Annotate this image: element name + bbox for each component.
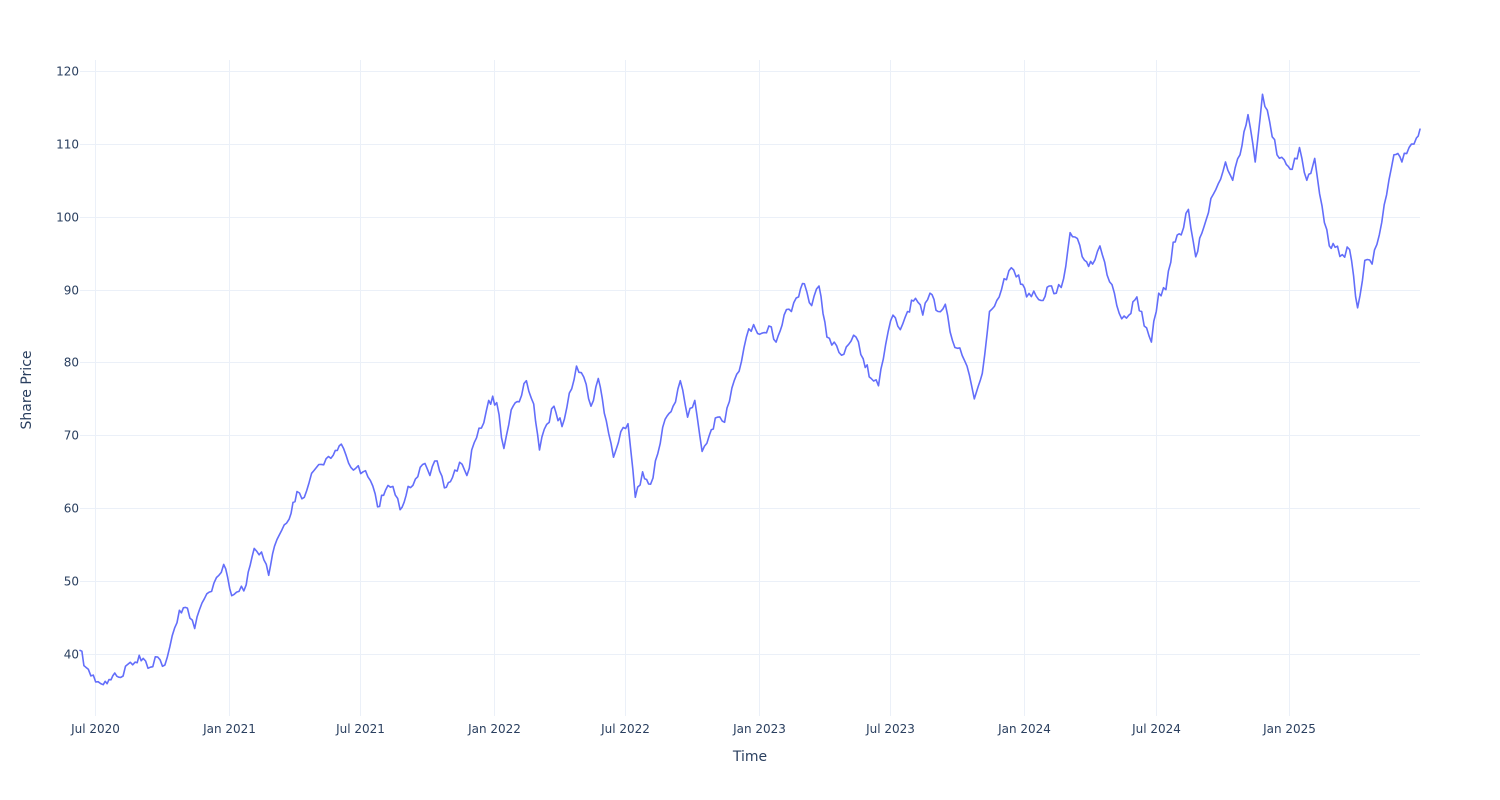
x-axis-title: Time — [732, 749, 767, 765]
plot-area — [79, 93, 1421, 686]
y-tick-label: 70 — [64, 429, 79, 443]
x-tick-label: Jan 2024 — [997, 722, 1051, 736]
x-tick-label: Jul 2022 — [600, 722, 650, 736]
y-tick-label: 40 — [64, 648, 79, 662]
x-axis-tick-labels: Jul 2020 Jan 2021 Jul 2021 Jan 2022 Jul 2022… — [70, 722, 1316, 736]
y-tick-label: 100 — [56, 211, 79, 225]
y-tick-label: 80 — [64, 356, 79, 370]
x-tick-label: Jul 2024 — [1131, 722, 1181, 736]
y-gridlines — [80, 71, 1420, 655]
x-tick-label: Jan 2021 — [202, 722, 256, 736]
series-line — [79, 93, 1421, 686]
x-tick-label: Jul 2020 — [70, 722, 120, 736]
x-tick-label: Jul 2021 — [335, 722, 385, 736]
y-tick-label: 60 — [64, 502, 79, 516]
y-axis-title: Share Price — [19, 350, 35, 429]
x-tick-label: Jan 2023 — [732, 722, 786, 736]
x-tick-label: Jan 2022 — [467, 722, 521, 736]
x-tick-label: Jan 2025 — [1262, 722, 1316, 736]
x-tick-label: Jul 2023 — [865, 722, 915, 736]
y-axis-tick-labels: 40 50 60 70 80 90 100 110 120 — [56, 65, 79, 662]
y-tick-label: 90 — [64, 284, 79, 298]
y-tick-label: 120 — [56, 65, 79, 79]
y-tick-label: 110 — [56, 138, 79, 152]
y-tick-label: 50 — [64, 575, 79, 589]
